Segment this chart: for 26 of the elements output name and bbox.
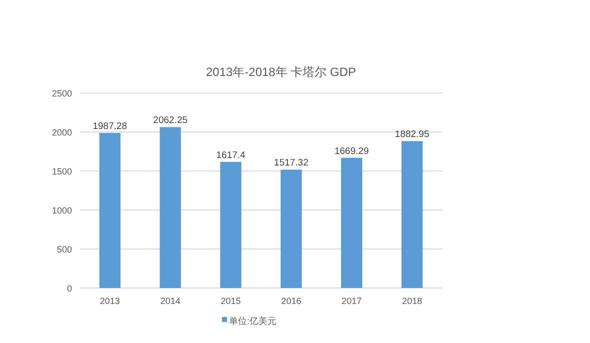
y-tick-label: 500: [56, 244, 72, 254]
bar: [402, 141, 423, 288]
bar: [341, 158, 362, 288]
x-tick-label: 2014: [160, 296, 180, 306]
data-label: 1617.4: [216, 150, 246, 161]
y-tick-label: 2000: [52, 128, 72, 138]
x-tick-label: 2015: [220, 296, 241, 306]
data-label: 1669.29: [334, 146, 369, 157]
y-tick-label: 2500: [52, 88, 72, 98]
data-label: 1517.32: [274, 158, 308, 169]
bar: [160, 127, 181, 288]
x-tick-label: 2016: [281, 296, 302, 306]
y-tick-label: 1500: [52, 166, 72, 176]
x-tick-label: 2017: [342, 296, 362, 306]
data-label: 1987.28: [92, 120, 128, 132]
data-label: 1882.95: [394, 129, 430, 140]
chart-title: 2013年-2018年 卡塔尔 GDP: [206, 65, 356, 79]
bar: [280, 170, 302, 288]
y-tick-label: 1000: [52, 206, 72, 216]
legend-label: 单位:亿美元: [229, 316, 277, 326]
y-tick-label: 0: [66, 284, 72, 294]
data-label: 2062.25: [153, 115, 188, 126]
bar: [99, 132, 120, 288]
x-tick-label: 2013: [100, 296, 120, 306]
x-tick-label: 2018: [402, 296, 422, 306]
bar: [220, 162, 242, 288]
